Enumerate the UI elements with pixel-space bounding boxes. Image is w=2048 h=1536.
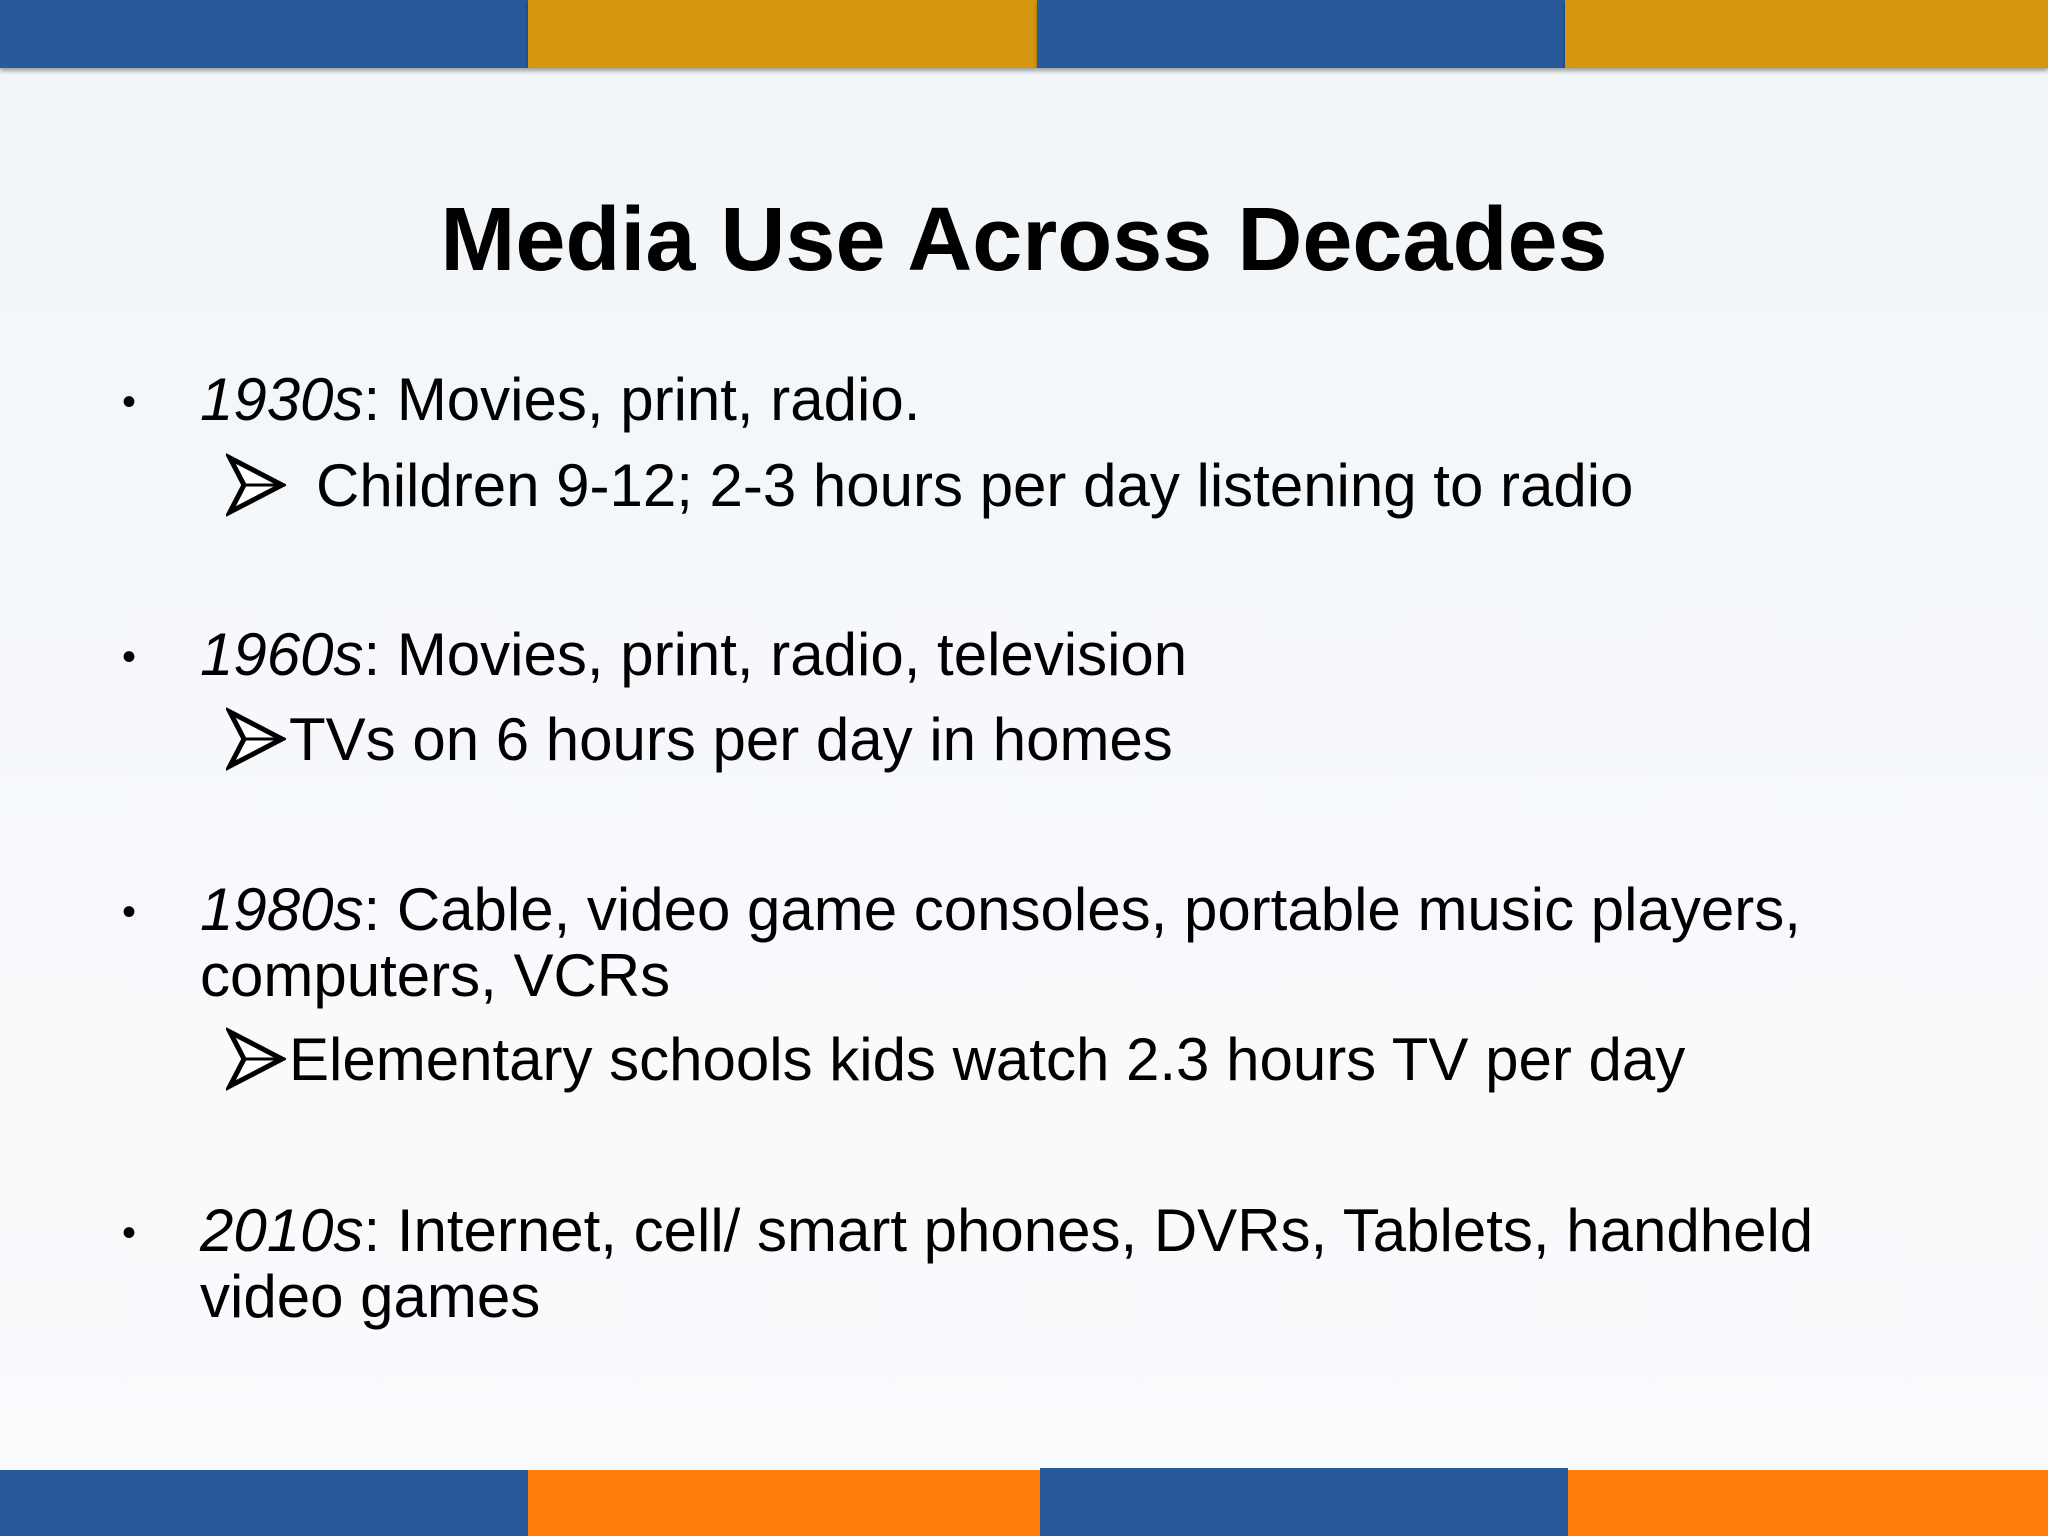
- sub-bullet-1930s: Children 9-12; 2-3 hours per day listeni…: [316, 452, 1634, 519]
- bullet-1930s: 1930s: Movies, print, radio.: [200, 366, 920, 434]
- bullet-2010s: 2010s: Internet, cell/ smart phones, DVR…: [200, 1197, 1813, 1265]
- top-band-blue-left: [0, 0, 528, 68]
- bullet-dot-icon: •: [122, 890, 137, 934]
- bullet-2010s-continuation: video games: [200, 1263, 541, 1330]
- bottom-band-blue-right: [1040, 1468, 1568, 1536]
- arrowhead-icon: [226, 1027, 286, 1091]
- sub-bullet-1980s: Elementary schools kids watch 2.3 hours …: [289, 1026, 1686, 1093]
- bullet-text: : Cable, video game consoles, portable m…: [363, 876, 1801, 943]
- slide-title: Media Use Across Decades: [440, 190, 1608, 290]
- top-color-band: [0, 0, 2048, 68]
- arrowhead-icon: [226, 707, 286, 771]
- bullet-dot-icon: •: [122, 1211, 137, 1255]
- bullet-1960s: 1960s: Movies, print, radio, television: [200, 621, 1187, 689]
- decade-label: 1980s: [200, 876, 364, 943]
- sub-bullet-1960s: TVs on 6 hours per day in homes: [289, 706, 1173, 773]
- bullet-1980s-continuation: computers, VCRs: [200, 942, 671, 1009]
- bottom-color-band: [0, 1468, 2048, 1536]
- decade-label: 1930s: [200, 366, 364, 433]
- top-band-blue-right: [1037, 0, 1565, 68]
- bottom-band-orange-right: [1568, 1470, 2048, 1536]
- bullet-text: : Movies, print, radio, television: [363, 621, 1188, 688]
- bottom-band-blue-left: [0, 1470, 528, 1536]
- decade-label: 2010s: [200, 1197, 364, 1264]
- arrowhead-icon: [226, 453, 286, 517]
- bullet-text: : Internet, cell/ smart phones, DVRs, Ta…: [363, 1197, 1814, 1264]
- top-band-gold-left: [528, 0, 1037, 68]
- bullet-text: : Movies, print, radio.: [363, 366, 921, 433]
- decade-label: 1960s: [200, 621, 364, 688]
- bullet-dot-icon: •: [122, 380, 137, 424]
- bullet-dot-icon: •: [122, 635, 137, 679]
- top-band-gold-right: [1565, 0, 2048, 68]
- bullet-1980s: 1980s: Cable, video game consoles, porta…: [200, 876, 1801, 944]
- bottom-band-orange-left: [528, 1470, 1040, 1536]
